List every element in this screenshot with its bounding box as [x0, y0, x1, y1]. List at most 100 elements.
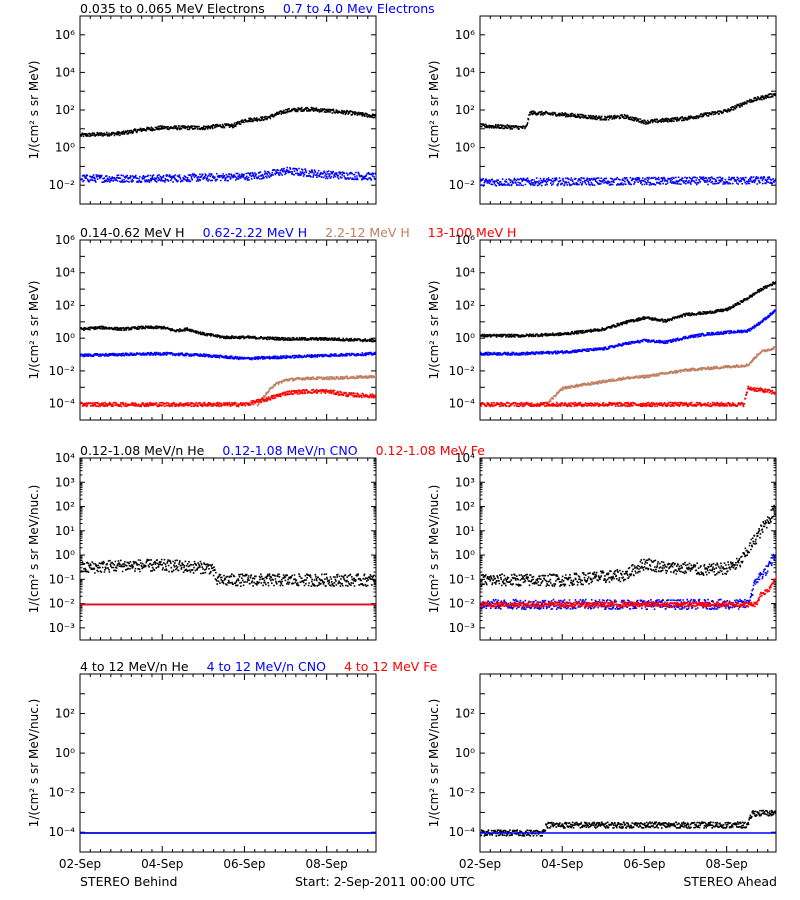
y-tick-label: 10⁻³	[49, 621, 76, 635]
plot-frame	[479, 239, 777, 421]
series-0-035-to-0-065-mev-electrons	[480, 92, 776, 130]
series-points	[480, 832, 776, 834]
y-tick-label: 10⁴	[55, 266, 75, 280]
series-points	[480, 809, 776, 837]
y-tick-label: 10²	[455, 707, 475, 721]
row-3-title-item: 4 to 12 MeV/n CNO	[207, 659, 327, 674]
row-headers: 0.035 to 0.065 MeV Electrons 0.7 to 4.0 M…	[80, 1, 516, 674]
row-2-title-item: 0.12-1.08 MeV/n He	[80, 443, 205, 458]
y-tick-label: 10⁻⁴	[49, 825, 76, 839]
y-tick-label: 10⁰	[55, 746, 75, 760]
panel-row2-behind: 10⁻³ 10⁻² 10⁻¹ 10⁰ 10¹ 10² 10³ 10⁴ 1/(cm² s sr M…	[27, 451, 377, 641]
x-tick-label: 08-Sep	[306, 857, 348, 871]
series-points	[80, 351, 376, 361]
y-tick-label: 10⁻²	[49, 364, 76, 378]
series-2-2-12-mev-h	[256, 374, 376, 407]
y-tick-label: 10⁻⁴	[449, 825, 476, 839]
y-tick-label: 10²	[455, 103, 475, 117]
y-tick-label: 10⁴	[455, 266, 475, 280]
y-tick-label: 10⁻²	[449, 364, 476, 378]
panel-row3-ahead: 10⁻⁴ 10⁻² 10⁰ 10² 02-Sep 04-Sep 06-Sep 08-Sep 1/…	[427, 673, 777, 871]
y-tick-label: 10²	[55, 103, 75, 117]
y-tick-label: 10⁰	[55, 141, 75, 155]
row-2-title-item: 0.12-1.08 MeV Fe	[376, 443, 486, 458]
series-points	[80, 558, 376, 587]
y-tick-label: 10⁻²	[49, 178, 76, 192]
row-1-title-item: 0.14-0.62 MeV H	[80, 225, 185, 240]
y-tick-label: 10⁻¹	[449, 572, 476, 586]
y-tick-label: 10⁰	[55, 331, 75, 345]
y-tick-label: 10²	[55, 707, 75, 721]
y-axis-label: 1/(cm² s sr MeV/nuc.)	[27, 485, 41, 614]
series-points	[80, 603, 376, 606]
y-tick-label: 10¹	[55, 524, 75, 538]
row-0-title-item: 0.7 to 4.0 Mev Electrons	[283, 1, 435, 16]
y-tick-label: 10²	[55, 298, 75, 312]
y-tick-label: 10⁻²	[49, 786, 76, 800]
series-4-to-12-mev-n-cno	[80, 832, 376, 834]
series-points	[480, 504, 776, 587]
series-points	[480, 92, 776, 130]
x-tick-label: 02-Sep	[59, 857, 101, 871]
x-tick-label: 08-Sep	[706, 857, 748, 871]
series-0-7-to-4-0-mev-electrons	[480, 176, 776, 187]
y-tick-label: 10⁴	[455, 451, 475, 465]
series-points	[80, 166, 376, 183]
panel-row2-ahead: 10⁻³ 10⁻² 10⁻¹ 10⁰ 10¹ 10² 10³ 10⁴ 1/(cm² s sr M…	[427, 451, 777, 641]
y-tick-label: 10¹	[455, 524, 475, 538]
y-tick-label: 10⁶	[55, 233, 75, 247]
series-points	[80, 325, 376, 343]
y-axis-label: 1/(cm² s sr MeV)	[27, 281, 41, 380]
series-points	[80, 832, 376, 834]
y-tick-label: 10⁰	[455, 141, 475, 155]
row-0-title-item: 0.035 to 0.065 MeV Electrons	[80, 1, 265, 16]
series-points	[80, 106, 376, 138]
y-tick-label: 10²	[455, 298, 475, 312]
series-13-100-mev-h	[480, 385, 776, 408]
row-1-title-item: 2.2-12 MeV H	[325, 225, 410, 240]
y-tick-label: 10⁻¹	[49, 572, 76, 586]
series-0-62-2-22-mev-h	[80, 351, 376, 361]
y-tick-label: 10⁰	[455, 746, 475, 760]
plot-frame	[79, 239, 377, 421]
y-axis-label: 1/(cm² s sr MeV)	[427, 281, 441, 380]
y-tick-label: 10⁻⁴	[449, 397, 476, 411]
y-tick-label: 10⁻²	[449, 786, 476, 800]
y-tick-label: 10⁴	[455, 65, 475, 79]
row-1-title: 0.14-0.62 MeV H 0.62-2.22 MeV H 2.2-12 MeV…	[80, 225, 516, 240]
y-axis-label: 1/(cm² s sr MeV)	[27, 61, 41, 160]
row-2-title-item: 0.12-1.08 MeV/n CNO	[222, 443, 357, 458]
panel-row0-ahead: 10⁻² 10⁰ 10² 10⁴ 10⁶ 1/(cm² s sr MeV)	[427, 15, 777, 205]
series-points	[480, 176, 776, 187]
y-tick-label: 10⁶	[455, 28, 475, 42]
y-tick-label: 10³	[455, 475, 475, 489]
footer-right-label: STEREO Ahead	[683, 874, 777, 889]
series-0-14-0-62-mev-h	[480, 281, 776, 338]
y-tick-label: 10⁰	[55, 548, 75, 562]
row-1-title-item: 0.62-2.22 MeV H	[203, 225, 308, 240]
footer: STEREO Behind Start: 2-Sep-2011 00:00 UT…	[80, 874, 777, 889]
series-0-14-0-62-mev-h	[80, 325, 376, 343]
footer-start-label: Start: 2-Sep-2011 00:00 UTC	[295, 874, 475, 889]
series-points	[545, 345, 776, 405]
series-0-035-to-0-065-mev-electrons	[80, 106, 376, 138]
row-3-title-item: 4 to 12 MeV/n He	[80, 659, 189, 674]
series-points	[480, 385, 776, 408]
y-tick-label: 10²	[55, 500, 75, 514]
series-2-2-12-mev-h	[545, 345, 776, 405]
series-points	[480, 281, 776, 338]
series-points	[80, 388, 376, 408]
row-1-title-item: 13-100 MeV H	[428, 225, 517, 240]
series-0-12-1-08-mev-n-he	[480, 504, 776, 587]
row-0-title: 0.035 to 0.065 MeV Electrons 0.7 to 4.0 M…	[80, 1, 435, 16]
panel-row0-behind: 10⁻² 10⁰ 10² 10⁴ 10⁶ 1/(cm² s sr MeV)	[27, 15, 377, 205]
footer-left-label: STEREO Behind	[80, 874, 177, 889]
panel-row1-behind: 10⁻⁴ 10⁻² 10⁰ 10² 10⁴ 10⁶ 1/(cm² s sr MeV)	[27, 233, 377, 421]
series-0-7-to-4-0-mev-electrons	[80, 166, 376, 183]
series-13-100-mev-h	[80, 388, 376, 408]
plot-frame	[479, 457, 777, 641]
series-0-12-1-08-mev-fe	[80, 603, 376, 606]
y-axis-label: 1/(cm² s sr MeV/nuc.)	[427, 699, 441, 828]
y-tick-label: 10⁻⁴	[49, 397, 76, 411]
